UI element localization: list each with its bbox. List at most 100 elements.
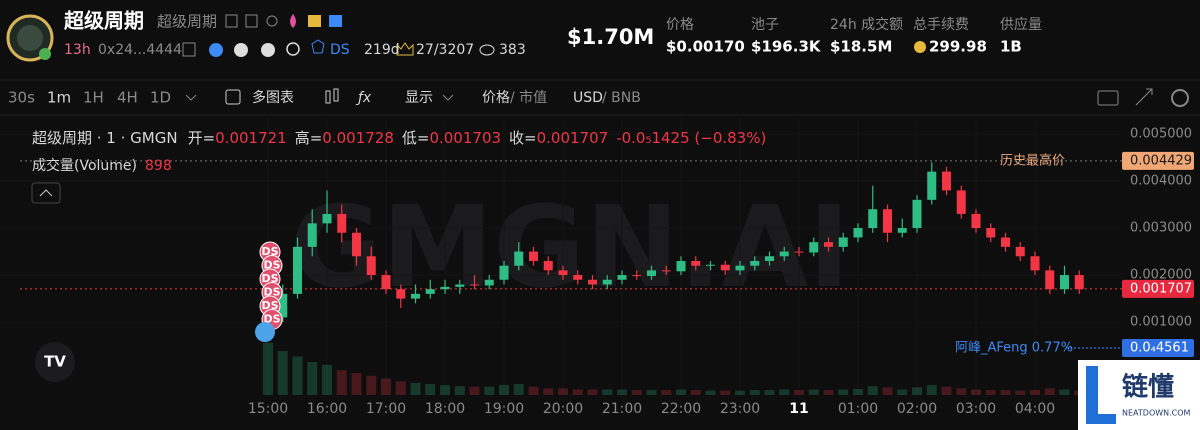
interval[interactable]: 4H: [117, 89, 138, 107]
volume-bar: [779, 389, 790, 395]
candle-body: [1001, 237, 1010, 247]
volume-bar: [558, 388, 568, 395]
toolbar-item[interactable]: 多图表: [252, 89, 294, 106]
volume-bar: [469, 386, 480, 395]
x-tick-label: 18:00: [425, 401, 465, 417]
volume-bar: [307, 362, 318, 395]
volume-bar: [292, 356, 303, 395]
y-tick-label: 0.002000: [1130, 268, 1192, 283]
candle-body: [411, 293, 420, 299]
chevron[interactable]: [185, 94, 197, 101]
toolbar-item[interactable]: USD: [573, 90, 603, 106]
team-icon: [308, 15, 321, 27]
candle-body: [307, 223, 317, 247]
candle-body: [352, 232, 361, 257]
candle-body: [706, 264, 715, 266]
collapse-icon[interactable]: [39, 189, 53, 197]
web-icon[interactable]: [234, 43, 248, 57]
collapse-button[interactable]: [31, 182, 61, 204]
views: 383: [499, 42, 526, 58]
tweet-icon[interactable]: [329, 15, 342, 27]
chart-legend: 超级周期 · 1 · GMGN 开=0.001721 高=0.001728 低=0.0…: [32, 129, 766, 147]
expand-icon[interactable]: [1135, 88, 1153, 106]
market-cap: $1.70M: [567, 25, 654, 49]
candle-body: [794, 251, 804, 253]
interval[interactable]: 30s: [8, 89, 35, 107]
row-icons[interactable]: [182, 39, 495, 57]
volume-bar: [543, 388, 554, 395]
candle-icon[interactable]: [325, 90, 331, 104]
chevron[interactable]: [442, 94, 454, 101]
toolbar-item[interactable]: / 市值: [510, 89, 547, 106]
interval[interactable]: 1m: [47, 89, 71, 107]
candle-body: [425, 289, 435, 294]
settings-icon[interactable]: [1171, 89, 1189, 107]
volume-bar: [690, 390, 701, 395]
candle-body: [396, 289, 406, 299]
share-icon[interactable]: [266, 15, 278, 27]
candle-body: [455, 284, 465, 287]
copy-icon[interactable]: [245, 14, 258, 28]
candle-body: [573, 275, 583, 280]
checkbox[interactable]: [225, 89, 241, 105]
volume-bar: [366, 375, 377, 395]
volume-bar: [867, 386, 878, 395]
volume-bar: [808, 389, 819, 395]
token-address[interactable]: 0x24...4444: [98, 42, 182, 58]
volume-bar: [263, 342, 273, 395]
candle-body: [942, 171, 951, 191]
header-icons[interactable]: [225, 14, 342, 28]
toolbar-item[interactable]: 价格: [482, 90, 510, 106]
candle-body: [440, 286, 450, 290]
x-tick-label: 22:00: [661, 401, 701, 417]
interval[interactable]: 1H: [83, 89, 104, 107]
interval[interactable]: 1D: [150, 89, 171, 107]
toolbar: ƒx 30s 1m 1H 4H 1D 多图表 显示 价格 / 市值 USD / BNB: [8, 88, 1189, 107]
x-tick-label: 17:00: [366, 401, 406, 417]
candle-body: [1015, 246, 1025, 257]
holders-icon[interactable]: [209, 43, 223, 57]
stats: 价格 $0.00170 池子 $196.3K 24h 成交额 $18.5M 总手续费 299.…: [666, 16, 1042, 56]
volume-bar: [277, 351, 288, 395]
stat-label: 总手续费: [913, 16, 969, 33]
x-tick-label: 19:00: [484, 401, 524, 417]
candle-body: [838, 237, 848, 247]
x-tick-label: 11: [789, 401, 808, 417]
eye-icon: [479, 44, 495, 56]
candle-body: [956, 190, 966, 214]
tradingview-logo[interactable]: [35, 342, 75, 382]
volume-bar: [572, 389, 583, 395]
chart-icon[interactable]: [261, 43, 275, 57]
time-axis: 15:00 16:00 17:00 18:00 19:00 20:00 21:00 22:00…: [248, 401, 1055, 417]
volume-bar: [956, 388, 967, 395]
brand-site: NEATDOWN.COM: [1122, 409, 1191, 418]
copy-icon[interactable]: [182, 42, 196, 57]
candle-body: [366, 256, 376, 276]
camera-icon[interactable]: [1097, 90, 1119, 106]
volume-bar: [838, 389, 849, 395]
volume-bar: [484, 386, 495, 395]
y-tick-label: 0.003000: [1130, 221, 1192, 236]
candle-body: [514, 251, 524, 266]
volume-bar: [336, 370, 347, 395]
volume-bar: [617, 389, 627, 395]
candle-body: [765, 256, 774, 261]
edit-icon[interactable]: [225, 14, 238, 28]
grid: [0, 118, 1122, 395]
candle-body: [529, 251, 538, 261]
toolbar-item[interactable]: / BNB: [602, 90, 641, 106]
candle-body: [647, 270, 656, 277]
brand-name: 链懂: [1122, 372, 1174, 403]
trade-marker[interactable]: [255, 322, 275, 342]
candle-body: [1030, 256, 1040, 271]
volume-bar: [587, 389, 598, 395]
fx-icon[interactable]: ƒx: [355, 90, 372, 106]
search-icon[interactable]: [286, 42, 300, 56]
y-tick-label: 0.004000: [1130, 174, 1192, 189]
stat-label: 供应量: [1000, 16, 1042, 33]
toolbar-item[interactable]: 显示: [405, 90, 433, 106]
dev-age: 219d: [364, 42, 400, 58]
candle-icon[interactable]: [333, 88, 339, 102]
candle-body: [1045, 270, 1055, 290]
